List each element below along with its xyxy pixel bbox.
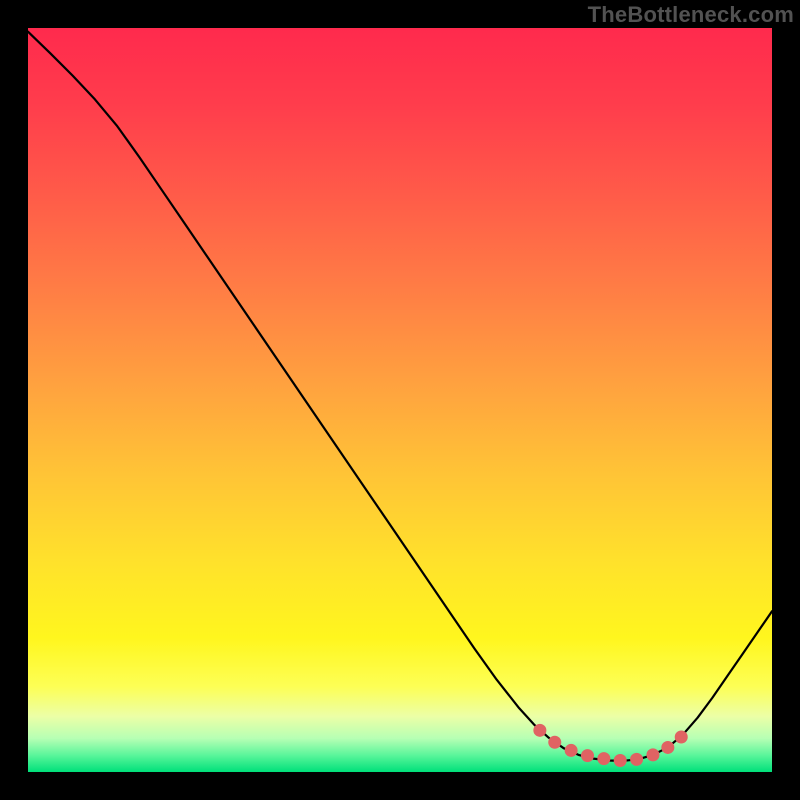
marker-dot [565, 744, 578, 757]
chart-frame: TheBottleneck.com [0, 0, 800, 800]
marker-dot [630, 753, 643, 766]
marker-dot [548, 736, 561, 749]
watermark-text: TheBottleneck.com [588, 2, 794, 28]
marker-dot [597, 752, 610, 765]
marker-dot [533, 724, 546, 737]
marker-dot [614, 754, 627, 767]
plot-area [28, 28, 772, 772]
bottleneck-curve-chart [28, 28, 772, 772]
marker-dot [581, 749, 594, 762]
gradient-background [28, 28, 772, 772]
marker-dot [646, 748, 659, 761]
marker-dot [675, 731, 688, 744]
marker-dot [661, 741, 674, 754]
